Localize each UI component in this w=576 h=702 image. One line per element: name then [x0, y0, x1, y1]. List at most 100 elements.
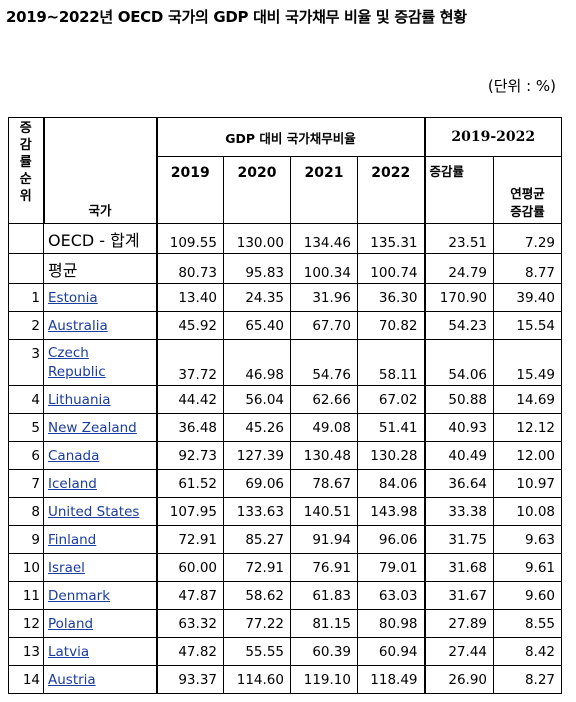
table-row: 10 Israel 60.00 72.91 76.91 79.01 31.68 …: [8, 553, 563, 582]
value-2022: 70.82: [356, 311, 426, 340]
value-2019: 107.95: [155, 497, 224, 526]
value-2021: 91.94: [290, 525, 358, 554]
page-title: 2019~2022년 OECD 국가의 GDP 대비 국가채무 비율 및 증감률…: [6, 8, 467, 26]
country-link[interactable]: Iceland: [48, 475, 97, 492]
header-period-group: 2019-2022: [423, 117, 563, 157]
value-2020: 24.35: [223, 283, 291, 312]
table-row: 14 Austria 93.37 114.60 119.10 118.49 26…: [8, 665, 563, 694]
value-change: 31.68: [423, 553, 495, 582]
country-link[interactable]: New Zealand: [48, 419, 137, 436]
value-annual-avg: 9.63: [493, 525, 563, 554]
value-2020: 65.40: [223, 311, 291, 340]
value-2021: 78.67: [290, 469, 358, 498]
country-cell: Finland: [43, 525, 157, 554]
value-2021: 100.34: [290, 253, 358, 284]
value-2022: 100.74: [356, 253, 426, 284]
country-link[interactable]: Austria: [48, 671, 96, 688]
table-row: 8 United States 107.95 133.63 140.51 143…: [8, 497, 563, 526]
country-cell: Israel: [43, 553, 157, 582]
table-row: 4 Lithuania 44.42 56.04 62.66 67.02 50.8…: [8, 385, 563, 414]
value-2019: 47.87: [155, 581, 224, 610]
debt-ratio-table: 증 감 률 순 위 국가 GDP 대비 국가채무비율 2019-2022 201…: [8, 117, 563, 694]
country-cell: Austria: [43, 665, 157, 694]
value-2020: 72.91: [223, 553, 291, 582]
country-link[interactable]: Israel: [48, 559, 85, 576]
value-annual-avg: 12.00: [493, 441, 563, 470]
country-cell: Estonia: [43, 283, 157, 312]
rank-cell: 1: [8, 283, 44, 312]
country-link[interactable]: Czech Republic: [48, 345, 106, 380]
value-2020: 69.06: [223, 469, 291, 498]
header-rank-char: 감: [19, 138, 32, 153]
country-cell: Iceland: [43, 469, 157, 498]
header-annual-avg: 연평균 증감률: [493, 156, 563, 224]
header-change-rate: 증감률: [423, 156, 495, 224]
country-link[interactable]: United States: [48, 503, 140, 520]
value-2020: 114.60: [223, 665, 291, 694]
country-link[interactable]: Finland: [48, 531, 97, 548]
value-2021: 31.96: [290, 283, 358, 312]
value-2019: 72.91: [155, 525, 224, 554]
country-link-line2: Republic: [48, 363, 106, 380]
value-2019: 92.73: [155, 441, 224, 470]
country-link[interactable]: Poland: [48, 615, 94, 632]
value-2022: 58.11: [356, 339, 426, 386]
value-change: 36.64: [423, 469, 495, 498]
value-annual-avg: 12.12: [493, 413, 563, 442]
rank-cell: 13: [8, 637, 44, 666]
value-2022: 79.01: [356, 553, 426, 582]
country-link[interactable]: Lithuania: [48, 391, 111, 408]
country-cell: United States: [43, 497, 157, 526]
rank-cell: 12: [8, 609, 44, 638]
value-2021: 119.10: [290, 665, 358, 694]
country-cell: Denmark: [43, 581, 157, 610]
table-row: 3 Czech Republic 37.72 46.98 54.76 58.11 …: [8, 339, 563, 386]
value-change: 40.93: [423, 413, 495, 442]
country-cell: 평균: [43, 253, 157, 284]
value-2019: 60.00: [155, 553, 224, 582]
value-change: 23.51: [423, 223, 495, 254]
value-2019: 37.72: [155, 339, 224, 386]
header-year-2022: 2022: [356, 156, 426, 224]
value-annual-avg: 9.61: [493, 553, 563, 582]
rank-cell: 11: [8, 581, 44, 610]
country-link[interactable]: Australia: [48, 317, 108, 334]
value-change: 40.49: [423, 441, 495, 470]
value-2022: 36.30: [356, 283, 426, 312]
header-year-2019: 2019: [155, 156, 224, 224]
country-link[interactable]: Latvia: [48, 643, 90, 660]
value-2021: 61.83: [290, 581, 358, 610]
value-change: 31.67: [423, 581, 495, 610]
country-cell: Czech Republic: [43, 339, 157, 386]
table-row: 12 Poland 63.32 77.22 81.15 80.98 27.89 …: [8, 609, 563, 638]
value-2021: 49.08: [290, 413, 358, 442]
value-2022: 67.02: [356, 385, 426, 414]
table-row: 6 Canada 92.73 127.39 130.48 130.28 40.4…: [8, 441, 563, 470]
value-2020: 55.55: [223, 637, 291, 666]
rank-cell: 7: [8, 469, 44, 498]
header-year-2021: 2021: [290, 156, 358, 224]
country-link[interactable]: Estonia: [48, 289, 98, 306]
value-change: 27.44: [423, 637, 495, 666]
country-link[interactable]: Denmark: [48, 587, 111, 604]
country-cell: Poland: [43, 609, 157, 638]
value-2019: 63.32: [155, 609, 224, 638]
value-annual-avg: 39.40: [493, 283, 563, 312]
value-2020: 77.22: [223, 609, 291, 638]
header-rank-char: 률: [19, 155, 32, 170]
rank-cell: 6: [8, 441, 44, 470]
rank-cell: 10: [8, 553, 44, 582]
value-2022: 84.06: [356, 469, 426, 498]
table-row: 7 Iceland 61.52 69.06 78.67 84.06 36.64 …: [8, 469, 563, 498]
value-2019: 13.40: [155, 283, 224, 312]
value-change: 26.90: [423, 665, 495, 694]
value-2019: 109.55: [155, 223, 224, 254]
rank-cell: [8, 253, 44, 284]
value-2022: 135.31: [356, 223, 426, 254]
country-link[interactable]: Canada: [48, 447, 100, 464]
value-annual-avg: 8.55: [493, 609, 563, 638]
value-2022: 80.98: [356, 609, 426, 638]
value-2020: 56.04: [223, 385, 291, 414]
header-annual-avg-line1: 연평균: [510, 186, 545, 201]
value-change: 54.06: [423, 339, 495, 386]
